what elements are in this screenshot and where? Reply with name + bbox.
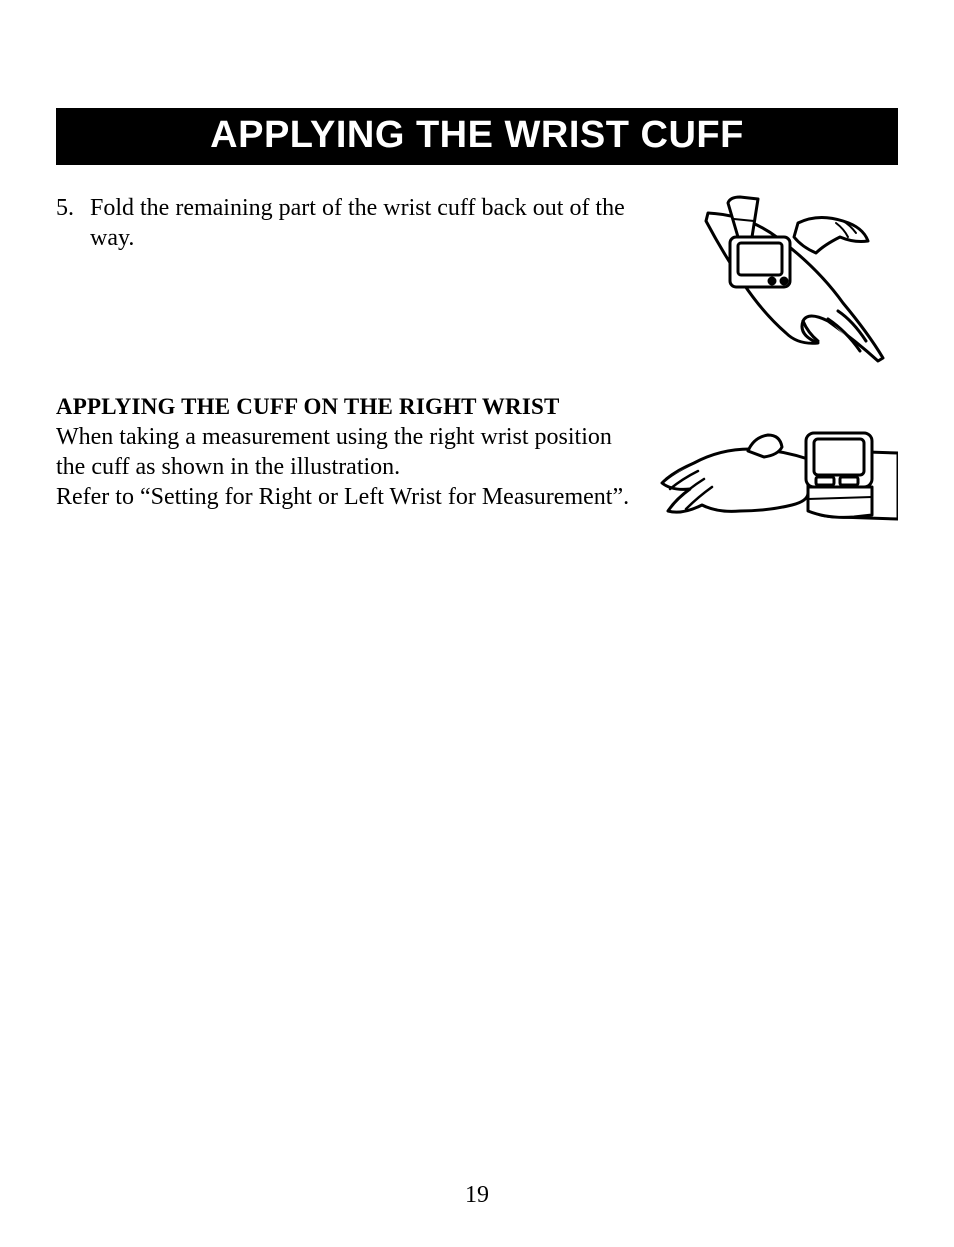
step-body-text: Fold the remaining part of the wrist cuf… xyxy=(90,193,656,253)
step-number: 5. xyxy=(56,193,90,253)
subsection-line-2: Refer to “Setting for Right or Left Wris… xyxy=(56,482,646,512)
subsection-heading: APPLYING THE CUFF ON THE RIGHT WRIST xyxy=(56,393,646,422)
subsection-line-1: When taking a measurement using the righ… xyxy=(56,422,646,482)
page-number: 19 xyxy=(0,1182,954,1209)
manual-page: APPLYING THE WRIST CUFF 5. Fold the rema… xyxy=(0,0,954,1247)
figure-2-container xyxy=(658,393,898,543)
right-wrist-cuff-icon xyxy=(658,393,898,543)
right-wrist-section: APPLYING THE CUFF ON THE RIGHT WRIST Whe… xyxy=(56,393,898,543)
step-5-row: 5. Fold the remaining part of the wrist … xyxy=(56,193,898,363)
figure-1-container xyxy=(668,193,898,363)
right-wrist-text-block: APPLYING THE CUFF ON THE RIGHT WRIST Whe… xyxy=(56,393,646,512)
section-title-text: APPLYING THE WRIST CUFF xyxy=(210,114,744,156)
step-5-text-block: 5. Fold the remaining part of the wrist … xyxy=(56,193,656,253)
section-title-bar: APPLYING THE WRIST CUFF xyxy=(56,108,898,165)
wrist-cuff-fold-icon xyxy=(668,193,898,363)
